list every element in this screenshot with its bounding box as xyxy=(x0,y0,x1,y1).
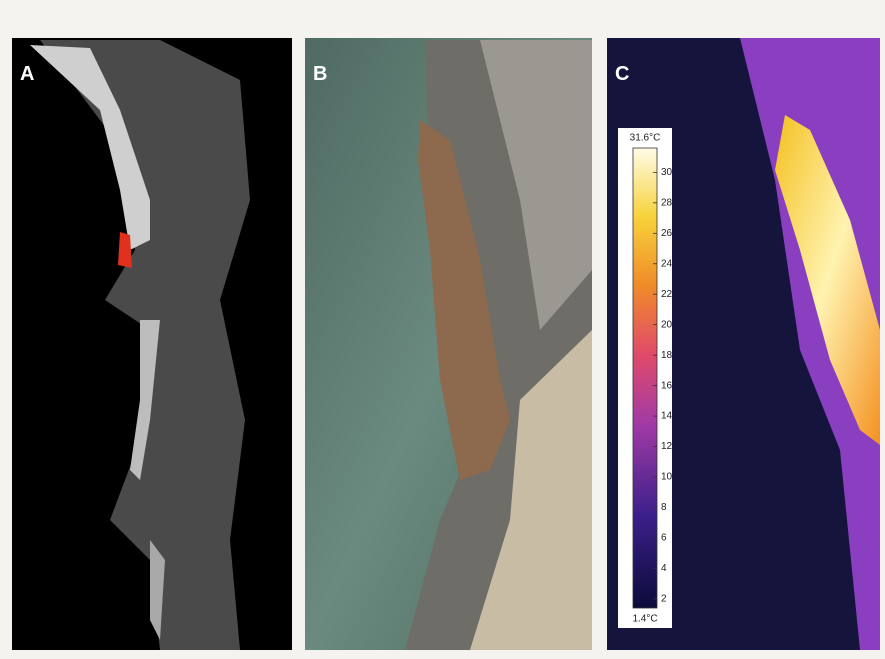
tick-label: 8 xyxy=(661,502,667,513)
colorbar xyxy=(633,148,657,608)
tick-label: 18 xyxy=(661,350,673,361)
tick-label: 16 xyxy=(661,380,673,391)
panel-c xyxy=(607,38,880,650)
colorbar-max-label: 31.6°C xyxy=(630,133,661,144)
tick-label: 6 xyxy=(661,533,667,544)
tick-label: 24 xyxy=(661,258,673,269)
tick-label: 14 xyxy=(661,411,673,422)
colorbar-min-label: 1.4°C xyxy=(632,614,657,625)
panel-b xyxy=(305,38,592,650)
panel-label: A xyxy=(20,63,34,85)
tick-label: 22 xyxy=(661,289,673,300)
figure: ABC31.6°C1.4°C24681012141618202224262830 xyxy=(0,0,885,659)
panel-label: C xyxy=(615,63,629,85)
panel-label: B xyxy=(313,63,327,85)
tick-label: 28 xyxy=(661,197,673,208)
tick-label: 26 xyxy=(661,228,673,239)
highlight xyxy=(118,232,132,268)
tick-label: 30 xyxy=(661,167,673,178)
page: ABC31.6°C1.4°C24681012141618202224262830… xyxy=(0,0,885,659)
tick-label: 4 xyxy=(661,563,667,574)
tick-label: 20 xyxy=(661,319,673,330)
tick-label: 12 xyxy=(661,441,673,452)
panel-a xyxy=(12,38,292,650)
tick-label: 2 xyxy=(661,594,667,605)
tick-label: 10 xyxy=(661,472,673,483)
